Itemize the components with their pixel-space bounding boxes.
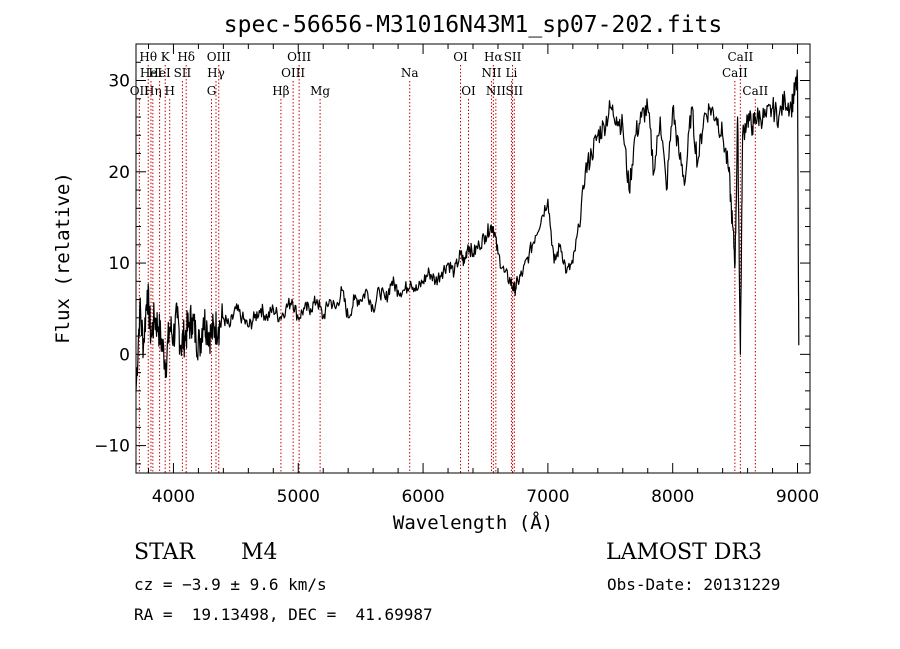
marker-label-10: Hγ bbox=[207, 66, 225, 80]
chart-title: spec-56656-M31016N43M1_sp07-202.fits bbox=[224, 12, 723, 38]
marker-label-15: Mg bbox=[310, 84, 330, 98]
marker-label-23: NII bbox=[486, 84, 506, 98]
y-tick-label-2: 10 bbox=[108, 254, 130, 274]
marker-label-5: HeI bbox=[148, 66, 171, 80]
marker-label-26: CaII bbox=[722, 66, 748, 80]
y-tick-label-4: 30 bbox=[108, 72, 130, 92]
marker-label-0: Hθ bbox=[139, 50, 157, 64]
marker-label-3: Hη bbox=[144, 84, 162, 98]
redshift-velocity: cz = −3.9 ± 9.6 km/s bbox=[134, 575, 327, 594]
axis-tick-labels: 4000 5000 6000 7000 8000 9000 −10 0 10 20 30 bbox=[94, 72, 819, 507]
marker-label-13: OIII bbox=[281, 66, 305, 80]
marker-label-6: H bbox=[164, 84, 174, 98]
marker-label-9: OIII bbox=[207, 50, 231, 64]
marker-label-14: Hβ bbox=[272, 84, 289, 98]
x-axis-label: Wavelength (Å) bbox=[393, 511, 553, 534]
marker-label-22: Li bbox=[506, 66, 518, 80]
observation-date: Obs-Date: 20131229 bbox=[607, 575, 781, 594]
spectrum-layer bbox=[135, 69, 800, 391]
marker-label-21: NII bbox=[481, 66, 501, 80]
marker-label-7: Hδ bbox=[177, 50, 195, 64]
x-tick-label-5: 9000 bbox=[776, 487, 819, 507]
marker-label-20: SII bbox=[504, 50, 522, 64]
marker-label-19: Hα bbox=[484, 50, 503, 64]
marker-label-18: OI bbox=[461, 84, 476, 98]
marker-label-24: SII bbox=[505, 84, 523, 98]
marker-label-16: Na bbox=[401, 66, 419, 80]
x-tick-label-3: 7000 bbox=[526, 487, 569, 507]
marker-label-11: G bbox=[207, 84, 217, 98]
x-tick-label-1: 5000 bbox=[277, 487, 320, 507]
x-tick-label-0: 4000 bbox=[152, 487, 195, 507]
marker-label-12: OIII bbox=[287, 50, 311, 64]
marker-label-27: CaII bbox=[742, 84, 768, 98]
axis-ticks bbox=[136, 43, 810, 473]
spectrum-line bbox=[135, 69, 800, 391]
x-tick-label-2: 6000 bbox=[401, 487, 444, 507]
x-tick-label-4: 8000 bbox=[651, 487, 694, 507]
marker-label-8: SII bbox=[174, 66, 192, 80]
marker-label-17: OI bbox=[453, 50, 468, 64]
y-axis-label: Flux (relative) bbox=[52, 172, 74, 344]
object-class: STAR bbox=[134, 540, 195, 565]
y-tick-label-1: 0 bbox=[119, 345, 130, 365]
object-subclass: M4 bbox=[241, 540, 278, 565]
marker-label-25: CaII bbox=[727, 50, 753, 64]
marker-label-2: HeI bbox=[140, 66, 163, 80]
marker-label-1: OII bbox=[130, 84, 150, 98]
survey-name: LAMOST DR3 bbox=[606, 540, 762, 565]
coordinates: RA = 19.13498, DEC = 41.69987 bbox=[134, 605, 433, 624]
marker-label-4: K bbox=[161, 50, 171, 64]
y-tick-label-0: −10 bbox=[94, 437, 130, 457]
y-tick-label-3: 20 bbox=[108, 163, 130, 183]
